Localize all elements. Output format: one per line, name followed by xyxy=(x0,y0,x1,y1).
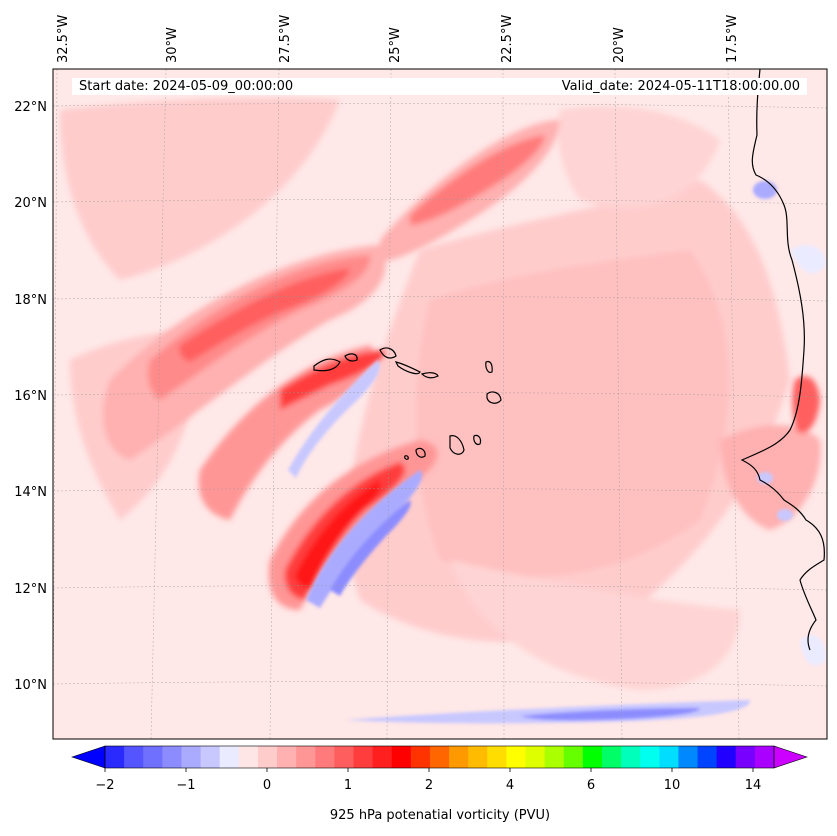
colorbar-cell xyxy=(296,746,316,768)
santa-luzia-island xyxy=(379,347,397,359)
colorbar-cell xyxy=(334,746,355,768)
colorbar-max-extension xyxy=(773,745,808,769)
map-frame xyxy=(52,68,828,740)
pink-fields xyxy=(60,98,790,690)
colorbar-cell xyxy=(238,746,259,768)
colorbar-tick-label: 4 xyxy=(506,778,514,793)
colorbar-cell xyxy=(621,746,641,768)
colorbar-tick-label: 14 xyxy=(745,778,762,793)
colorbar-cell xyxy=(315,746,335,768)
colorbar-cell xyxy=(506,746,527,768)
start-date-label: Start date: 2024-05-09_00:00:00 xyxy=(79,79,294,94)
colorbar-cell xyxy=(716,746,737,768)
colorbar-tick-label: 6 xyxy=(587,778,595,793)
colorbar-cell xyxy=(697,746,718,768)
colorbar-tick-label: −1 xyxy=(176,778,195,793)
colorbar-outline xyxy=(104,745,775,769)
colorbar-title: 925 hPa potenatial vorticity (PVU) xyxy=(329,808,551,823)
maio-island xyxy=(473,434,482,446)
colorbar-cells xyxy=(105,746,775,768)
colorbar-tick-labels: −2 −1 0 1 2 4 6 10 14 xyxy=(95,778,761,793)
colorbar-tick-label: 0 xyxy=(263,778,271,793)
fogo-island xyxy=(415,447,426,458)
colorbar-cell xyxy=(582,746,603,768)
longitude-labels: 32.5°W 30°W 27.5°W 25°W 22.5°W 20°W 17.5… xyxy=(56,15,740,63)
colorbar-cell xyxy=(659,746,680,768)
colorbar-cell xyxy=(181,746,202,768)
lat-label: 20°N xyxy=(14,196,47,211)
colorbar-cell xyxy=(200,746,221,768)
colorbar-cell xyxy=(105,746,125,768)
colorbar-cell xyxy=(257,746,278,768)
lon-label: 30°W xyxy=(165,27,180,63)
sao-nicolau-island xyxy=(394,361,421,375)
colorbar-cell xyxy=(391,746,412,768)
info-banner xyxy=(72,78,807,95)
colorbar-cell xyxy=(353,746,374,768)
african-coastline xyxy=(740,69,825,651)
colorbar-cell xyxy=(429,746,450,768)
colorbar-cell xyxy=(563,746,584,768)
colorbar-cell xyxy=(143,746,163,768)
colorbar-ticks xyxy=(104,768,754,772)
colorbar-cell xyxy=(525,746,546,768)
colorbar-min-extension xyxy=(71,745,106,769)
pv-field xyxy=(53,69,827,739)
sao-vicente-island xyxy=(344,353,358,362)
pv-bands-blue xyxy=(288,181,826,724)
brava-island xyxy=(404,455,409,460)
valid-date-label: Valid_date: 2024-05-11T18:00:00.00 xyxy=(561,79,800,94)
latitude-labels: 22°N 20°N 18°N 16°N 14°N 12°N 10°N xyxy=(14,100,47,693)
colorbar-cell xyxy=(277,746,297,768)
colorbar-cell xyxy=(735,746,756,768)
colorbar-tick-label: −2 xyxy=(95,778,114,793)
lon-label: 32.5°W xyxy=(56,15,71,63)
colorbar-cell xyxy=(410,746,431,768)
colorbar-cell xyxy=(449,746,469,768)
lat-label: 14°N xyxy=(14,485,47,500)
lat-label: 12°N xyxy=(14,582,47,597)
lon-label: 22.5°W xyxy=(500,15,515,63)
coastlines xyxy=(313,69,825,651)
colorbar-cell xyxy=(372,746,393,768)
colorbar: −2 −1 0 1 2 4 6 10 14 xyxy=(71,745,808,793)
boa-vista-island xyxy=(486,391,502,404)
ilheu-rasos xyxy=(420,372,439,379)
sal-island xyxy=(485,360,493,373)
lon-label: 25°W xyxy=(388,27,403,63)
colorbar-cell xyxy=(678,746,699,768)
lon-label: 17.5°W xyxy=(725,15,740,63)
colorbar-tick-label: 2 xyxy=(425,778,433,793)
lat-label: 18°N xyxy=(14,293,47,308)
colorbar-cell xyxy=(754,746,775,768)
colorbar-cell xyxy=(124,746,144,768)
colorbar-tick-label: 10 xyxy=(664,778,681,793)
colorbar-cell xyxy=(487,746,507,768)
colorbar-cell xyxy=(640,746,660,768)
colorbar-tick-label: 1 xyxy=(344,778,352,793)
colorbar-cell xyxy=(219,746,240,768)
lat-label: 16°N xyxy=(14,389,47,404)
colorbar-cell xyxy=(468,746,488,768)
colorbar-cell xyxy=(162,746,183,768)
lat-label: 10°N xyxy=(14,678,47,693)
lat-label: 22°N xyxy=(14,100,47,115)
colorbar-cell xyxy=(544,746,565,768)
colorbar-cell xyxy=(601,746,622,768)
lon-label: 20°W xyxy=(612,27,627,63)
santo-antao-island xyxy=(313,358,341,372)
santiago-island xyxy=(449,435,465,455)
lon-label: 27.5°W xyxy=(278,15,293,63)
